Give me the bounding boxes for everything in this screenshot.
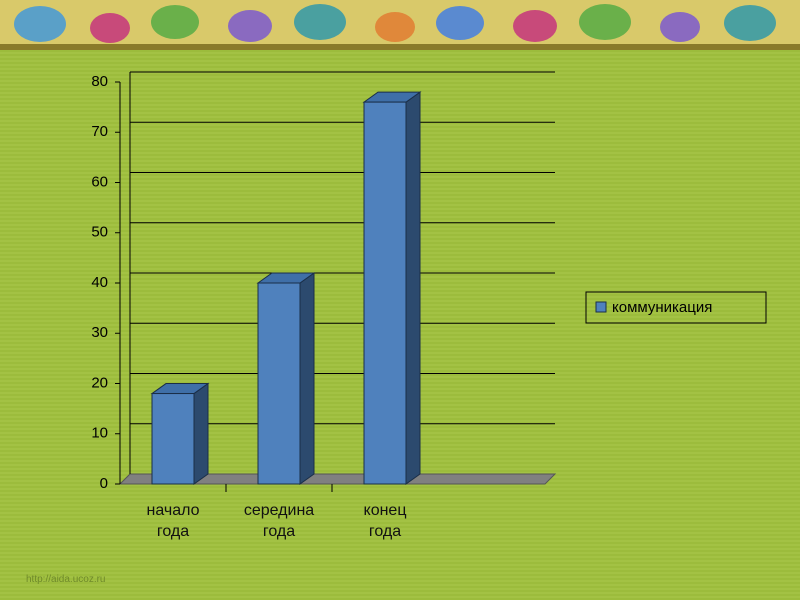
bar bbox=[151, 393, 195, 485]
y-tick-label: 20 bbox=[91, 374, 108, 391]
bar bbox=[257, 282, 301, 485]
y-tick-label: 0 bbox=[100, 475, 108, 492]
bar-side bbox=[299, 272, 315, 485]
x-tick-label: конец года bbox=[363, 502, 407, 540]
x-tick-label: начало года bbox=[146, 502, 200, 540]
footer: http://aida.ucoz.ru bbox=[26, 574, 106, 585]
y-tick-label: 10 bbox=[91, 425, 108, 442]
legend-label: коммуникация bbox=[612, 299, 712, 316]
bar bbox=[363, 101, 407, 485]
bar-side bbox=[405, 91, 421, 485]
y-tick-label: 80 bbox=[91, 73, 108, 90]
y-tick-label: 40 bbox=[91, 274, 108, 291]
y-tick-label: 50 bbox=[91, 224, 108, 241]
y-tick-label: 30 bbox=[91, 324, 108, 341]
y-tick-label: 60 bbox=[91, 173, 108, 190]
x-tick-label: середина года bbox=[243, 502, 315, 540]
bar-side bbox=[193, 382, 209, 485]
legend-box bbox=[585, 291, 767, 324]
legend-swatch bbox=[595, 301, 607, 313]
banner bbox=[0, 0, 800, 50]
y-tick-label: 70 bbox=[91, 123, 108, 140]
